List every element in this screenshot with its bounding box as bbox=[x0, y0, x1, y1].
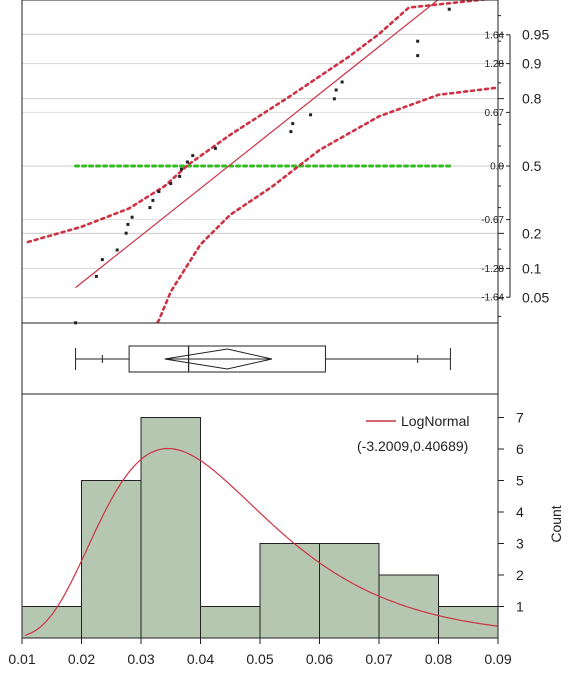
normal-quantile-label: 1.28 bbox=[485, 59, 505, 70]
count-tick-label: 4 bbox=[516, 504, 524, 520]
data-point bbox=[416, 39, 420, 43]
probability-label: 0.95 bbox=[522, 26, 549, 42]
x-tick-label: 0.07 bbox=[365, 651, 392, 667]
data-point bbox=[169, 182, 173, 186]
data-point bbox=[334, 88, 338, 92]
data-point bbox=[100, 258, 104, 262]
x-tick-label: 0.09 bbox=[484, 651, 511, 667]
data-point bbox=[115, 248, 119, 252]
data-point bbox=[191, 154, 195, 158]
data-point bbox=[291, 122, 295, 126]
histogram-bar[interactable] bbox=[81, 480, 142, 639]
count-tick-label: 2 bbox=[516, 567, 524, 583]
x-tick-label: 0.01 bbox=[8, 651, 35, 667]
histogram-bar[interactable] bbox=[259, 543, 320, 639]
normal-quantile-label: -0.67 bbox=[481, 215, 504, 226]
data-point bbox=[178, 174, 182, 178]
x-tick-label: 0.04 bbox=[187, 651, 214, 667]
probability-label: 0.8 bbox=[522, 91, 542, 107]
probability-label: 0.05 bbox=[522, 290, 549, 306]
count-tick-label: 5 bbox=[516, 473, 524, 489]
data-point bbox=[151, 198, 155, 202]
x-tick-label: 0.02 bbox=[68, 651, 95, 667]
data-point bbox=[309, 113, 313, 117]
box-plot-panel bbox=[21, 322, 499, 395]
probability-label: 0.1 bbox=[522, 261, 542, 277]
legend-label: LogNormal bbox=[401, 413, 469, 429]
normal-quantile-label: 1.64 bbox=[485, 30, 505, 41]
data-point bbox=[148, 206, 152, 210]
histogram-bar[interactable] bbox=[200, 606, 261, 639]
histogram-bar[interactable] bbox=[378, 574, 439, 639]
data-point bbox=[157, 190, 161, 194]
quantile-plot-panel: 1.64 1.28 0.67 0.0 -0.67 -1.28 -1.64 0.95 0.9 0.8… bbox=[21, 0, 549, 325]
normal-quantile-label: -1.28 bbox=[481, 264, 504, 275]
data-point bbox=[416, 54, 420, 58]
data-point bbox=[124, 231, 128, 235]
data-point bbox=[289, 130, 293, 134]
count-tick-label: 3 bbox=[516, 536, 524, 552]
confidence-band-upper bbox=[26, 0, 492, 244]
histogram-bar[interactable] bbox=[319, 543, 380, 639]
data-point bbox=[94, 274, 98, 278]
legend-params: (-3.2009,0.40689) bbox=[357, 438, 468, 454]
normal-quantile-label: 0.0 bbox=[490, 162, 504, 173]
probability-label: 0.2 bbox=[522, 225, 542, 241]
confidence-band-lower bbox=[155, 86, 498, 323]
data-point bbox=[447, 7, 451, 11]
data-point bbox=[130, 215, 134, 219]
normal-quantile-label: -1.64 bbox=[481, 293, 504, 304]
histogram-panel: LogNormal (-3.2009,0.40689) 1 2 3 4 5 6 7 Count 0.… bbox=[8, 393, 564, 667]
data-point bbox=[213, 146, 217, 150]
data-point bbox=[332, 97, 336, 101]
x-tick-label: 0.06 bbox=[306, 651, 333, 667]
probability-label: 0.5 bbox=[522, 158, 542, 174]
lognormal-fit-curve bbox=[24, 447, 499, 636]
quantile-plot-curves bbox=[26, 0, 498, 323]
data-point bbox=[126, 222, 130, 226]
data-point bbox=[179, 167, 183, 171]
histogram-bar[interactable] bbox=[140, 417, 201, 639]
fit-line bbox=[75, 0, 439, 289]
data-point bbox=[340, 80, 344, 84]
count-axis-title: Count bbox=[548, 505, 564, 542]
probability-label: 0.9 bbox=[522, 55, 542, 71]
count-tick-label: 1 bbox=[516, 599, 524, 615]
x-tick-label: 0.08 bbox=[425, 651, 452, 667]
x-tick-label: 0.03 bbox=[127, 651, 154, 667]
data-point bbox=[185, 160, 189, 164]
normal-quantile-label: 0.67 bbox=[485, 108, 505, 119]
quantile-plot-frame bbox=[21, 0, 499, 324]
x-tick-label: 0.05 bbox=[246, 651, 273, 667]
count-tick-label: 7 bbox=[516, 410, 524, 426]
count-tick-label: 6 bbox=[516, 441, 524, 457]
